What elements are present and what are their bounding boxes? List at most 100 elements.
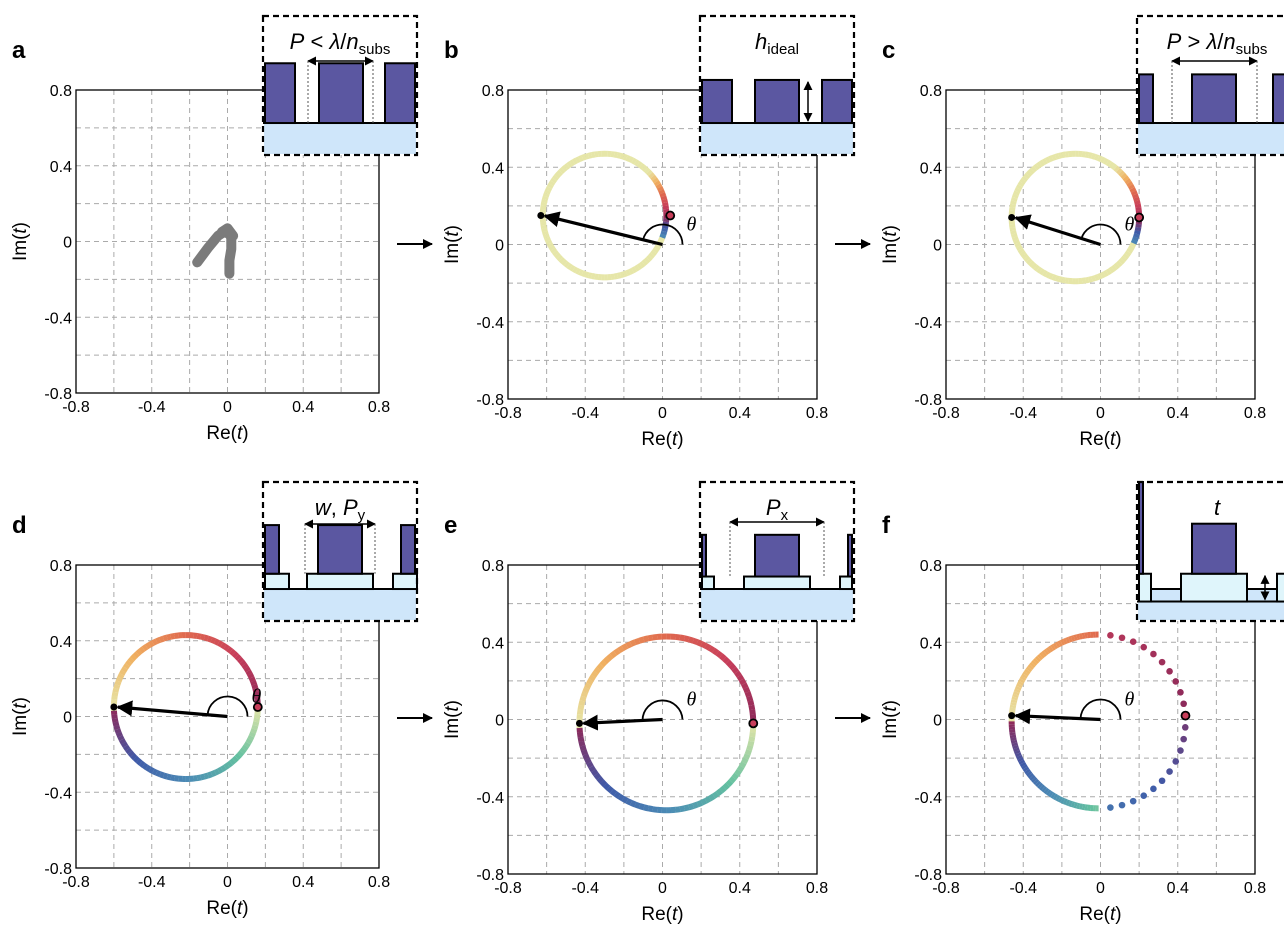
circle-segment (625, 641, 633, 649)
circle-segment (1113, 165, 1121, 173)
circle-segment (1062, 637, 1068, 645)
circle-segment (728, 776, 737, 784)
circle-segment (1041, 786, 1048, 793)
y-tick-label: 0 (933, 713, 942, 730)
theta-label: θ (1125, 689, 1135, 711)
circle-segment (220, 764, 227, 772)
circle-segment (115, 731, 123, 738)
circle-segment (1034, 780, 1042, 788)
circle-segment (578, 269, 584, 277)
circle-segment (621, 796, 629, 804)
circle-segment (586, 678, 594, 686)
circle-segment (554, 252, 561, 259)
plot-frame (75, 564, 380, 869)
circle-segment (250, 680, 258, 686)
x-tick-label: 0 (658, 880, 667, 897)
circle-segment (628, 156, 634, 164)
flow-arrows (397, 239, 871, 723)
circle-segment (1084, 151, 1090, 159)
circle-segment (252, 721, 260, 727)
circle-segment (1068, 800, 1073, 807)
theta-label: θ (687, 689, 697, 711)
circle-segment (1024, 668, 1031, 675)
circle-segment (122, 744, 131, 752)
end-point-marker (1008, 213, 1016, 221)
circle-segment (1011, 193, 1019, 199)
circle-segment (696, 639, 703, 647)
circle-segment (578, 155, 584, 162)
circle-segment (552, 174, 559, 182)
circle-segment (1108, 266, 1115, 274)
circle-segment (731, 772, 740, 780)
circle-segment (111, 717, 119, 723)
circle-segment (546, 242, 554, 248)
x-axis-label: Re(t) (641, 429, 683, 450)
circle-segment (617, 645, 625, 654)
circle-segment (590, 769, 599, 777)
y-tick-label: -0.8 (914, 392, 942, 409)
circle-segment (569, 159, 576, 167)
theta-arc (206, 695, 249, 717)
panel-letter: e (444, 512, 457, 539)
circle-segment (584, 271, 590, 279)
circle-segment (1015, 184, 1023, 190)
y-tick-label: 0.4 (50, 159, 72, 176)
circle-segment (622, 153, 628, 161)
theta-arc (1080, 223, 1122, 245)
circle-segment (748, 736, 756, 743)
circle-segment (578, 740, 586, 747)
circle-segment (731, 666, 740, 675)
circle-segment (248, 731, 256, 738)
circle-segment (253, 717, 260, 723)
trajectory-hook (216, 223, 239, 241)
y-tick-label: -0.8 (476, 867, 504, 884)
circle-segment (572, 157, 578, 165)
y-tick-label: 0.8 (920, 83, 942, 100)
circle-segment (1014, 752, 1022, 758)
y-tick-label: -0.4 (476, 315, 504, 332)
scatter-point (1150, 650, 1157, 658)
y-tick-label: 0 (63, 235, 72, 252)
circle-segment (587, 272, 593, 279)
inset-label: t (1214, 495, 1221, 520)
circle-segment (652, 177, 659, 184)
circle-segment (1025, 770, 1033, 777)
inset-pillar (754, 78, 800, 125)
circle-segment (1017, 680, 1024, 686)
scatter-point (1107, 632, 1114, 639)
circle-segment (647, 634, 654, 642)
circle-segment (1124, 178, 1132, 185)
circle-segment (1126, 181, 1134, 188)
circle-segment (646, 169, 653, 177)
y-axis-label: Im(t) (880, 225, 901, 264)
plot-frame (75, 89, 380, 394)
circle-segment (581, 270, 587, 278)
circle-segment (166, 633, 172, 641)
circle-segment (1019, 761, 1027, 768)
y-tick-label: -0.8 (914, 867, 942, 884)
scatter-point (1150, 785, 1157, 793)
inset-substrate (264, 589, 416, 620)
y-tick-label: 0 (63, 710, 72, 727)
inset-pillar (754, 533, 800, 578)
inset-pillar (317, 524, 363, 575)
circle-segment (650, 174, 657, 181)
circle-segment (166, 773, 172, 781)
circle-segment (748, 704, 756, 711)
circle-segment (715, 788, 724, 797)
x-tick-label: 0 (223, 874, 232, 891)
circle-segment (138, 646, 146, 654)
x-tick-label: 0.4 (292, 874, 314, 891)
circle-segment (599, 659, 608, 668)
circle-segment (1102, 270, 1109, 277)
circle-segment (196, 632, 202, 640)
circle-segment (1016, 683, 1023, 689)
circle-segment (1030, 262, 1038, 270)
circle-segment (1084, 276, 1090, 284)
circle-segment (1129, 242, 1137, 248)
circle-segment (652, 247, 659, 254)
circle-segment (130, 753, 138, 761)
x-tick-label: 0.4 (729, 880, 751, 897)
circle-segment (127, 750, 135, 758)
circle-segment (1029, 774, 1036, 781)
